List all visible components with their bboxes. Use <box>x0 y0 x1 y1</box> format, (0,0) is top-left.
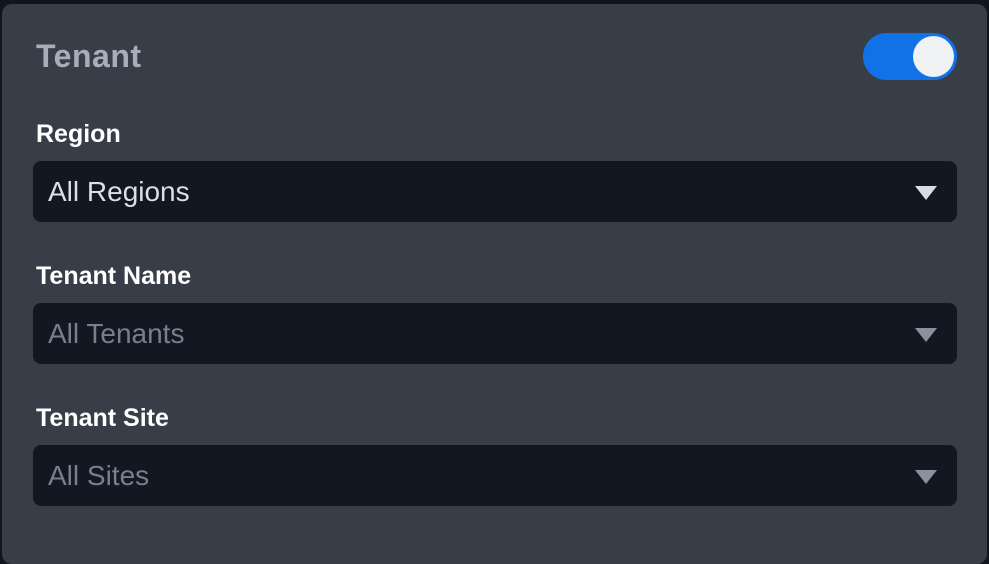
tenant-site-select[interactable]: All Sites <box>33 445 957 506</box>
tenant-name-select-value: All Tenants <box>48 317 185 349</box>
region-select-value: All Regions <box>48 175 190 207</box>
tenant-site-select-value: All Sites <box>48 459 150 491</box>
field-group-tenant-name: Tenant Name All Tenants <box>33 262 957 364</box>
region-select[interactable]: All Regions <box>33 161 957 222</box>
panel-header: Tenant <box>33 32 957 80</box>
caret-down-icon <box>915 469 937 484</box>
caret-down-icon <box>915 185 937 200</box>
field-group-tenant-site: Tenant Site All Sites <box>33 404 957 506</box>
caret-down-icon <box>915 327 937 342</box>
tenant-toggle[interactable] <box>863 32 957 80</box>
tenant-name-label: Tenant Name <box>36 262 192 290</box>
toggle-knob-icon <box>913 35 954 77</box>
tenant-name-select[interactable]: All Tenants <box>33 303 957 364</box>
tenant-site-label: Tenant Site <box>36 404 169 432</box>
field-group-region: Region All Regions <box>33 120 957 222</box>
tenant-filter-panel: Tenant Region All Regions Tenant Name Al… <box>2 4 987 564</box>
panel-title: Tenant <box>36 38 142 74</box>
region-label: Region <box>36 120 121 148</box>
